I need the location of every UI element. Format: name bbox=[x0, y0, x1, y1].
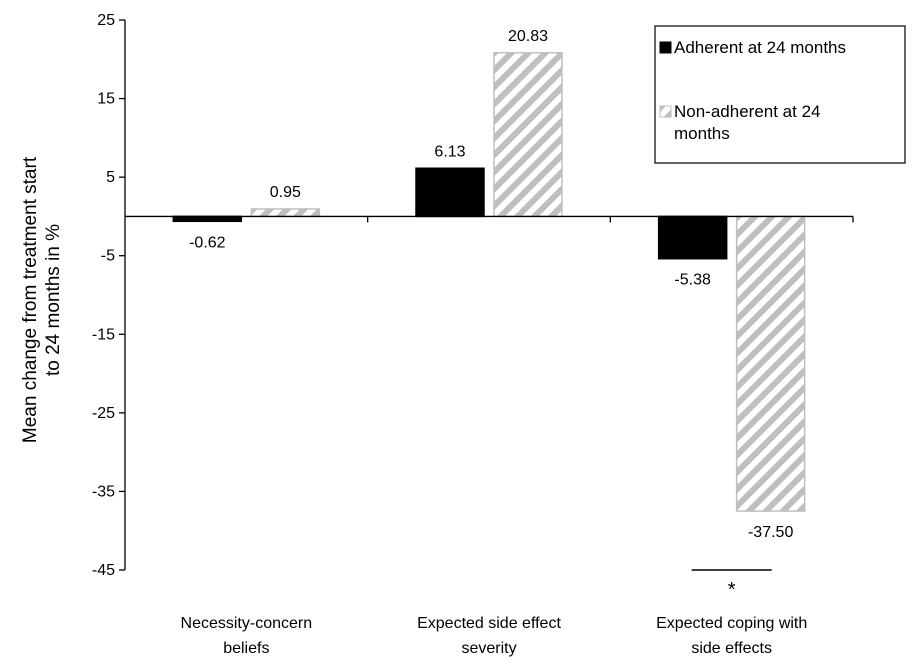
legend-label-line: months bbox=[674, 124, 730, 143]
bar-adherent bbox=[657, 215, 728, 260]
bar-adherent bbox=[415, 167, 485, 218]
y-tick-label: -25 bbox=[92, 405, 115, 422]
category-label-line: Necessity-concern bbox=[181, 615, 313, 632]
data-label: 6.13 bbox=[434, 143, 465, 160]
legend-label: Non-adherent at 24 months bbox=[674, 102, 821, 143]
y-tick-label: -5 bbox=[101, 248, 115, 265]
legend-label-line: Non-adherent at 24 bbox=[674, 102, 821, 121]
y-tick-label: 25 bbox=[97, 12, 115, 29]
data-label: 0.95 bbox=[270, 184, 301, 201]
bars: -0.62 6.13 -5.38 0.95 20.83 -37.50 bbox=[172, 28, 806, 541]
y-axis-title: Mean change from treatment start to 24 mo… bbox=[20, 156, 64, 443]
legend-label-line: Adherent at 24 months bbox=[674, 38, 846, 57]
y-tick-label: -45 bbox=[92, 562, 115, 579]
category-label: Necessity-concern beliefs bbox=[181, 615, 313, 657]
y-tick-label: 15 bbox=[97, 91, 115, 108]
annotations: * bbox=[691, 569, 772, 601]
y-axis: 25 15 5 -5 -15 -25 -35 -45 bbox=[92, 12, 126, 579]
bar-non-adherent bbox=[493, 52, 563, 218]
x-axis: Necessity-concern beliefs Expected side ef… bbox=[125, 215, 854, 657]
bar-non-adherent bbox=[735, 215, 806, 512]
category-label: Expected side effect severity bbox=[417, 615, 561, 657]
category-label-line: severity bbox=[461, 640, 516, 657]
legend-swatch-adherent bbox=[659, 41, 672, 54]
data-label: -37.50 bbox=[748, 524, 793, 541]
y-axis-title-line: to 24 months in % bbox=[43, 224, 64, 376]
data-label: -0.62 bbox=[189, 234, 226, 251]
data-label: 20.83 bbox=[508, 28, 548, 45]
y-tick-label: -15 bbox=[92, 326, 115, 343]
bar-non-adherent bbox=[250, 208, 321, 218]
category-label-line: beliefs bbox=[223, 640, 269, 657]
category-label-line: Expected coping with bbox=[656, 615, 807, 632]
legend-box bbox=[654, 25, 906, 164]
category-label-line: Expected side effect bbox=[417, 615, 561, 632]
category-label: Expected coping with side effects bbox=[656, 615, 807, 657]
category-label-line: side effects bbox=[691, 640, 772, 657]
legend-swatch-non-adherent bbox=[659, 105, 672, 118]
y-axis-label: Mean change from treatment start to 24 mo… bbox=[20, 156, 64, 443]
legend: Adherent at 24 months Non-adherent at 24 m… bbox=[654, 25, 906, 164]
bar-adherent bbox=[172, 215, 243, 223]
legend-label: Adherent at 24 months bbox=[674, 38, 846, 57]
y-tick-label: -35 bbox=[92, 483, 115, 500]
significance-marker: * bbox=[728, 579, 736, 601]
y-axis-title-line: Mean change from treatment start bbox=[20, 156, 41, 443]
data-label: -5.38 bbox=[674, 272, 711, 289]
y-tick-label: 5 bbox=[106, 169, 115, 186]
